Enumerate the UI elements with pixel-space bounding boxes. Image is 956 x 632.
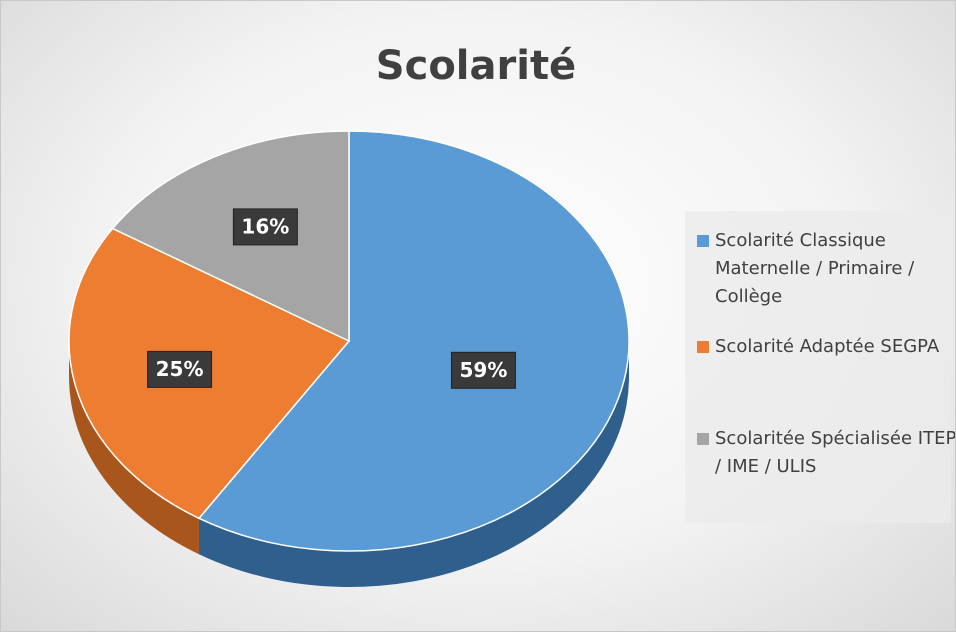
legend-label: Scolarité Classique Maternelle / Primair… <box>715 230 915 307</box>
legend-swatch <box>697 235 709 247</box>
chart-title: Scolarité <box>376 43 576 89</box>
data-label: 59% <box>460 358 508 382</box>
legend-swatch <box>697 433 709 445</box>
data-label-box <box>450 351 516 389</box>
legend-item: Scolaritée Spécialisée ITEP / IME / ULIS <box>697 425 956 481</box>
slice <box>111 130 350 343</box>
legend-item: Scolarité Adaptée SEGPA <box>697 333 955 361</box>
data-label-box <box>232 208 298 246</box>
legend-swatch <box>697 341 709 353</box>
data-label-box <box>147 350 213 388</box>
legend: Scolarité Classique Maternelle / Primair… <box>685 211 955 523</box>
data-label: 25% <box>156 357 204 381</box>
legend-label: Scolaritée Spécialisée ITEP / IME / ULIS <box>715 428 956 477</box>
slice <box>197 130 630 552</box>
slice-side <box>198 341 629 587</box>
data-label: 16% <box>241 214 289 238</box>
legend-item: Scolarité Classique Maternelle / Primair… <box>697 227 955 311</box>
legend-label: Scolarité Adaptée SEGPA <box>715 336 940 357</box>
